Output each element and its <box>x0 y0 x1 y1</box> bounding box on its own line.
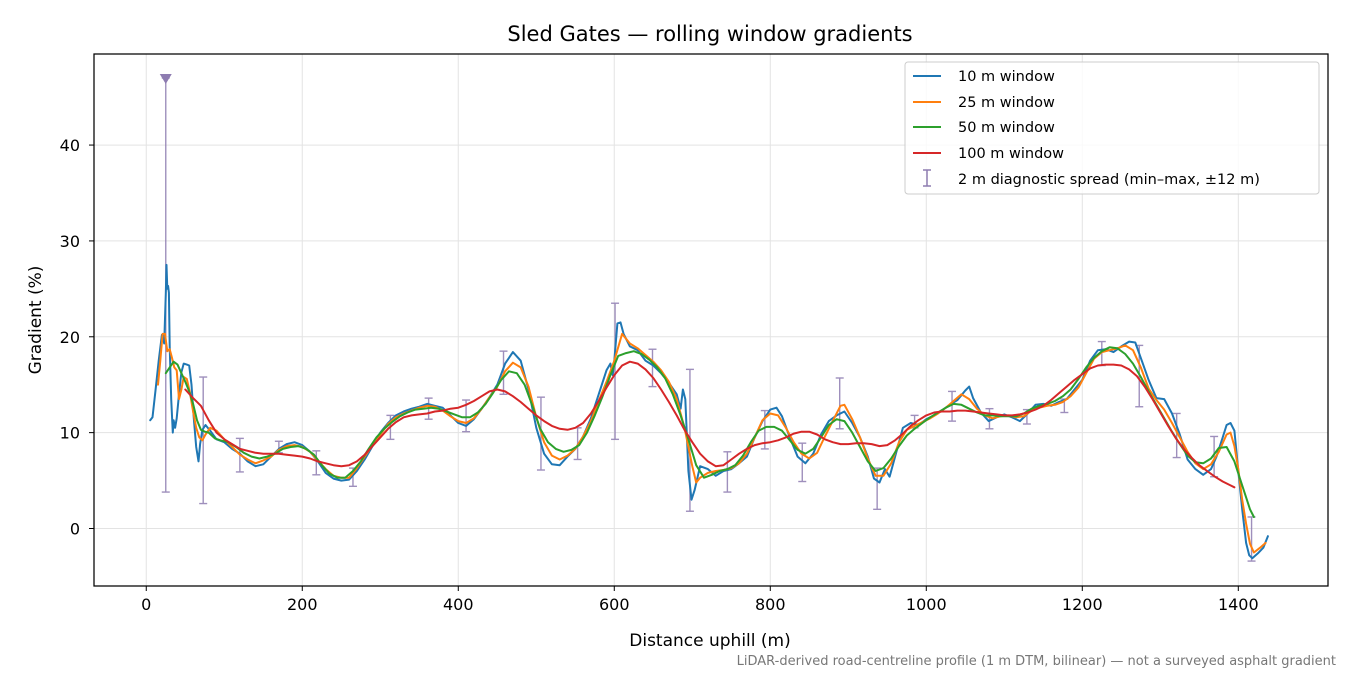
series-line-3 <box>184 360 1236 489</box>
diagnostic-spread-bar <box>723 451 732 493</box>
legend-label-100m: 100 m window <box>958 146 1064 162</box>
plot-frame <box>93 53 1329 587</box>
legend-label-25m: 25 m window <box>958 95 1055 111</box>
diagnostic-spread-bar <box>1172 412 1181 459</box>
x-axis-label: Distance uphill (m) <box>629 631 790 651</box>
legend-box <box>904 61 1320 195</box>
legend-label-diagnostic: 2 m diagnostic spread (min–max, ±12 m) <box>958 172 1260 188</box>
legend-label-50m: 50 m window <box>958 120 1055 136</box>
diagnostic-spread-bar <box>648 348 657 388</box>
capped-spread-marker <box>159 73 172 84</box>
x-tick-label: 800 <box>755 595 786 614</box>
series-lines <box>149 263 1269 560</box>
axis-ticks: 0 200 400 600 800 1000 1200 1400 0 10 20 30 40 <box>60 136 1259 614</box>
x-tick-label: 1400 <box>1218 595 1259 614</box>
y-axis-label: Gradient (%) <box>26 266 46 375</box>
legend: 10 m window 25 m window 50 m window 100 … <box>904 61 1320 195</box>
y-tick-label: 30 <box>60 232 80 251</box>
footnote: LiDAR-derived road-centreline profile (1… <box>737 654 1336 669</box>
diagnostic-spread-bar <box>798 442 807 483</box>
x-tick-label: 1000 <box>906 595 947 614</box>
series-line-2 <box>164 346 1255 518</box>
x-tick-label: 0 <box>141 595 151 614</box>
diagnostic-spread-bar <box>312 450 321 476</box>
x-tick-label: 400 <box>443 595 474 614</box>
y-tick-label: 10 <box>60 424 80 443</box>
x-tick-label: 1200 <box>1062 595 1103 614</box>
diagnostic-spread-bar <box>985 407 994 430</box>
x-tick-label: 200 <box>287 595 318 614</box>
x-tick-label: 600 <box>599 595 630 614</box>
legend-label-10m: 10 m window <box>958 69 1055 85</box>
chart-title: Sled Gates — rolling window gradients <box>507 22 912 46</box>
y-tick-label: 40 <box>60 136 80 155</box>
diagnostic-spread-bar <box>948 390 957 422</box>
y-tick-label: 0 <box>70 519 80 538</box>
legend-swatch-diagnostic <box>923 169 931 187</box>
y-tick-label: 20 <box>60 328 80 347</box>
diagnostic-spread-bar <box>611 302 620 441</box>
